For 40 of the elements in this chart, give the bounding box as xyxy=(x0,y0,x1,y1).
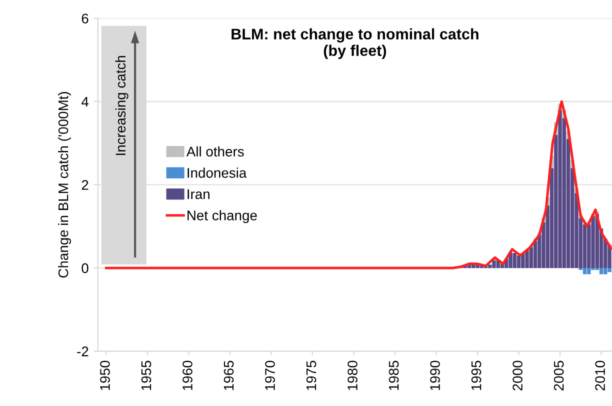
legend-label: Iran xyxy=(188,189,210,200)
x-tick-label: 1975 xyxy=(306,360,316,390)
y-tick-label: 0 xyxy=(82,263,88,274)
x-tick-label: 1990 xyxy=(430,360,440,390)
y-tick-label: -2 xyxy=(77,346,88,356)
legend-label: All others xyxy=(186,146,244,157)
x-tick-label: 1950 xyxy=(100,360,110,390)
bar xyxy=(608,268,612,272)
bar xyxy=(492,260,496,268)
x-tick-label: 1970 xyxy=(265,360,275,390)
bar xyxy=(599,268,604,274)
annotation: Increasing catch xyxy=(115,56,128,155)
x-tick-label: 2010 xyxy=(595,360,605,390)
bar xyxy=(582,268,587,274)
x-tick-label: 2000 xyxy=(512,360,522,390)
x-tick-label: 1985 xyxy=(388,360,399,390)
bar xyxy=(591,268,595,270)
x-tick-label: 1960 xyxy=(182,360,192,390)
x-tick-label: 2005 xyxy=(554,360,564,390)
bar xyxy=(558,110,562,268)
x-tick-label: 1965 xyxy=(224,360,234,390)
y-tick-label: 6 xyxy=(82,14,88,24)
bar xyxy=(587,268,591,274)
y-axis-title: Change in BLM catch ('000Mt) xyxy=(58,92,71,278)
bar xyxy=(512,252,516,268)
legend-label: Indonesia xyxy=(188,168,247,178)
bar xyxy=(604,268,608,274)
x-tick-label: 1995 xyxy=(471,360,482,390)
bar xyxy=(516,255,521,268)
x-tick-label: 1955 xyxy=(141,360,152,390)
bar xyxy=(525,250,529,268)
y-tick-label: 2 xyxy=(82,180,88,190)
x-tick-label: 1980 xyxy=(348,360,358,390)
legend-label: Net change xyxy=(188,210,257,224)
bar xyxy=(591,216,595,268)
y-tick-label: 4 xyxy=(81,96,88,107)
bar xyxy=(488,264,492,268)
text: BLM: net change to nominal catch (by fleet) xyxy=(232,28,478,60)
bar xyxy=(578,268,582,270)
bar xyxy=(595,268,600,270)
